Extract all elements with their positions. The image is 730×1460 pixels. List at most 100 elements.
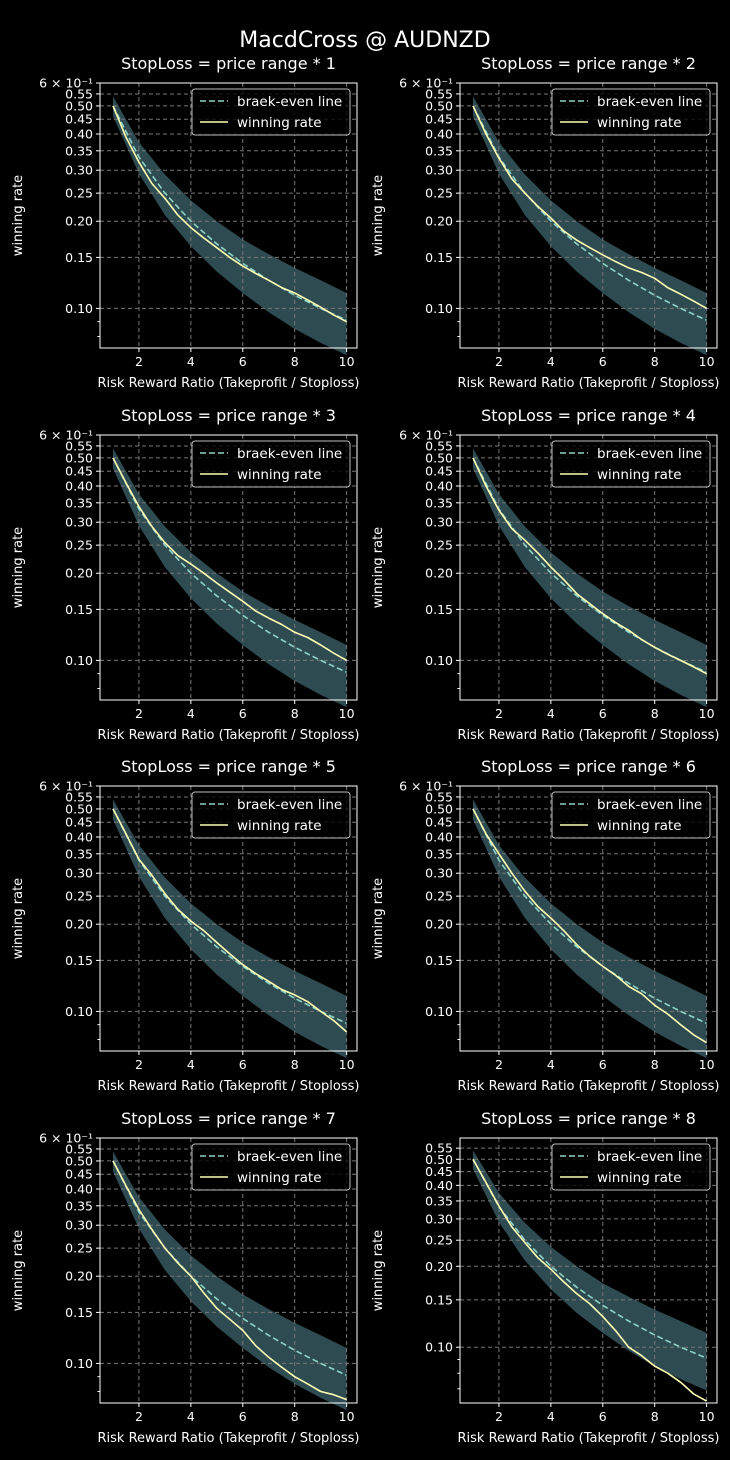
y-tick-label: 0.40: [65, 127, 93, 142]
x-tick-label: 2: [495, 1409, 503, 1424]
subplot-8: 0.10 0.15 0.20 0.25 0.30 0.350.400.450.500.55…: [371, 1109, 719, 1446]
x-tick-label: 10: [699, 1409, 715, 1424]
legend-label-winning: winning rate: [237, 467, 322, 483]
y-tick-label: 0.30: [425, 163, 453, 178]
y-tick-label: 0.35: [65, 495, 93, 510]
legend-label-breakeven: braek-even line: [597, 797, 702, 813]
axes-frame: [459, 434, 718, 701]
y-tick-label: 0.25: [65, 889, 93, 904]
winning-rate-line: [472, 808, 708, 1044]
x-tick-label: 6: [599, 1409, 607, 1424]
confidence-band: [473, 1150, 707, 1391]
subplot-title: StopLoss = price range * 4: [481, 406, 696, 425]
y-axis-label: winning rate: [371, 175, 386, 256]
x-tick-label: 10: [699, 354, 715, 369]
y-axis-label: winning rate: [11, 1230, 26, 1311]
y-tick-label: 0.20: [425, 566, 453, 581]
legend-label-winning: winning rate: [597, 1170, 682, 1186]
y-tick-label: 0.55: [65, 789, 93, 804]
y-tick-label: 0.15: [425, 953, 453, 968]
y-tick-label: 0.20: [65, 566, 93, 581]
legend-box: [191, 791, 351, 839]
breakeven-line: [472, 1158, 707, 1359]
winning-rate-line: [112, 105, 347, 323]
legend-label-breakeven: braek-even line: [237, 1149, 342, 1165]
y-tick-label: 0.10: [65, 1356, 93, 1371]
legend-box: [191, 1143, 351, 1191]
y-tick-label: 0.55: [425, 86, 453, 101]
x-tick-label: 6: [239, 1409, 247, 1424]
y-axis-label: winning rate: [371, 1230, 386, 1311]
x-tick-label: 6: [239, 354, 247, 369]
y-tick-label: 0.45: [65, 815, 93, 830]
y-tick-label: 0.45: [65, 464, 93, 479]
subplot-6: 0.10 0.15 0.20 0.25 0.30 0.350.400.450.500.55…: [371, 757, 719, 1094]
y-tick-label: 0.55: [65, 1141, 93, 1156]
y-tick-label: 0.55: [425, 789, 453, 804]
x-tick-label: 10: [699, 706, 715, 721]
y-top-tick-label: 6 × 10⁻¹: [399, 428, 453, 443]
legend-label-winning: winning rate: [597, 467, 682, 483]
winning-rate-line: [112, 1160, 347, 1401]
subplot-title: StopLoss = price range * 7: [121, 1109, 336, 1128]
confidence-band: [113, 448, 347, 708]
breakeven-line: [112, 457, 347, 674]
legend-box: [551, 1143, 711, 1191]
legend-box: [551, 791, 711, 839]
y-tick-label: 0.55: [425, 1141, 453, 1156]
legend-box: [551, 88, 711, 136]
legend-label-breakeven: braek-even line: [597, 94, 702, 110]
y-top-tick-label: 6 × 10⁻¹: [39, 779, 93, 794]
x-tick-label: 2: [495, 354, 503, 369]
subplot-7: 0.10 0.15 0.20 0.25 0.30 0.350.400.450.500.55…: [11, 1109, 359, 1446]
y-top-tick-label: 6 × 10⁻¹: [39, 76, 93, 91]
x-tick-label: 4: [547, 1057, 555, 1072]
y-tick-label: 0.20: [425, 1259, 453, 1274]
axes-frame: [459, 82, 718, 349]
y-tick-label: 0.25: [65, 538, 93, 553]
y-tick-label: 0.20: [65, 214, 93, 229]
y-tick-label: 0.50: [65, 450, 93, 465]
x-tick-label: 8: [651, 1409, 659, 1424]
y-tick-label: 0.15: [65, 250, 93, 265]
winning-rate-line: [472, 457, 707, 675]
x-axis-label: Risk Reward Ratio (Takeprofit / Stoploss…: [98, 376, 360, 391]
y-tick-label: 0.40: [425, 1178, 453, 1193]
legend-box: [551, 440, 711, 488]
y-tick-label: 0.35: [65, 1198, 93, 1213]
y-tick-label: 0.25: [425, 538, 453, 553]
x-axis-label: Risk Reward Ratio (Takeprofit / Stoploss…: [458, 1431, 720, 1446]
x-tick-label: 10: [339, 706, 355, 721]
confidence-band: [113, 799, 347, 1059]
y-tick-label: 0.20: [425, 214, 453, 229]
x-tick-label: 2: [135, 706, 143, 721]
x-tick-label: 10: [699, 1057, 715, 1072]
y-tick-label: 0.40: [425, 479, 453, 494]
y-tick-label: 0.20: [65, 1269, 93, 1284]
confidence-band: [473, 448, 707, 708]
y-tick-label: 0.10: [65, 653, 93, 668]
subplot-title: StopLoss = price range * 8: [481, 1109, 696, 1128]
x-tick-label: 4: [187, 354, 195, 369]
y-axis-label: winning rate: [11, 878, 26, 959]
subplot-title: StopLoss = price range * 6: [481, 757, 696, 776]
confidence-band: [473, 96, 707, 356]
y-tick-label: 0.10: [425, 1004, 453, 1019]
y-tick-label: 0.45: [425, 464, 453, 479]
y-tick-label: 0.30: [65, 515, 93, 530]
x-tick-label: 6: [599, 354, 607, 369]
subplot-4: 0.10 0.15 0.20 0.25 0.30 0.350.400.450.500.55…: [371, 406, 719, 743]
y-tick-label: 0.15: [65, 953, 93, 968]
y-tick-label: 0.50: [425, 450, 453, 465]
x-tick-label: 6: [599, 706, 607, 721]
y-tick-label: 0.40: [65, 830, 93, 845]
y-tick-label: 0.35: [65, 143, 93, 158]
y-tick-label: 0.35: [425, 846, 453, 861]
y-tick-label: 0.30: [425, 866, 453, 881]
y-tick-label: 0.15: [425, 250, 453, 265]
y-tick-label: 0.45: [425, 112, 453, 127]
x-axis-label: Risk Reward Ratio (Takeprofit / Stoploss…: [98, 1079, 360, 1094]
subplot-title: StopLoss = price range * 5: [121, 757, 336, 776]
y-tick-label: 0.25: [425, 889, 453, 904]
winning-rate-line: [112, 457, 347, 662]
